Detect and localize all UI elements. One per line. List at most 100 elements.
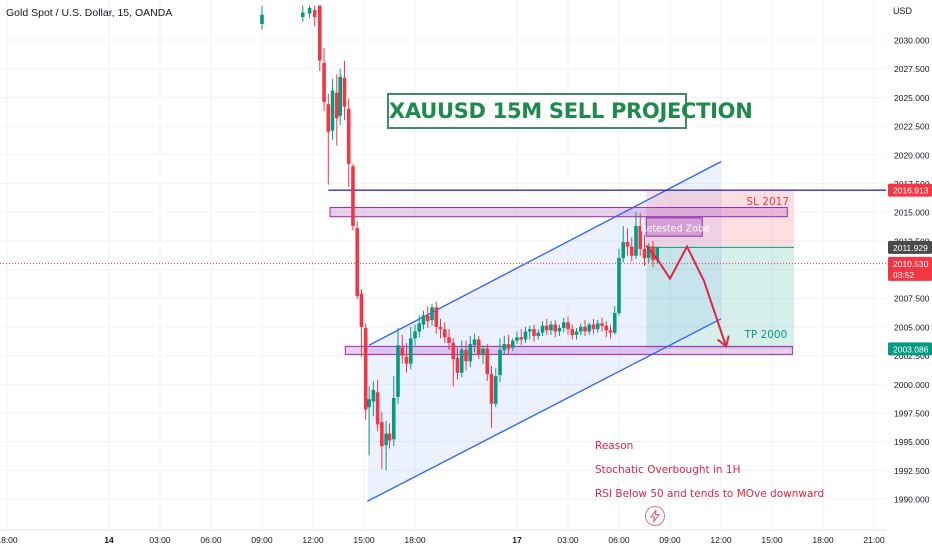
time-tick-label: 21:00 <box>863 535 885 545</box>
candle-body <box>384 433 388 446</box>
candle-body <box>301 12 305 18</box>
candle-body <box>346 108 351 164</box>
candle-body <box>612 313 617 333</box>
candle-body <box>519 337 524 340</box>
candle-body <box>544 325 549 331</box>
candle-body <box>421 315 426 325</box>
candle-body <box>574 331 579 335</box>
retested-zone-box <box>645 217 703 237</box>
candle-body <box>502 344 507 350</box>
candle-body <box>625 241 630 247</box>
sl-label: SL 2017 <box>746 196 789 208</box>
time-tick-label: 12:00 <box>302 535 324 545</box>
candle-body <box>510 340 515 348</box>
candle-body <box>506 344 511 349</box>
time-axis[interactable]: 18:00 14 03:00 06:00 09:00 12:00 15:00 18:00 17 0… <box>0 529 886 545</box>
candle-body <box>604 325 609 331</box>
candle-body <box>400 347 405 356</box>
price-badge-label: 2003.086 <box>893 344 929 354</box>
projection-polyline <box>645 244 728 347</box>
bolt-glyph <box>650 510 660 522</box>
candle-body <box>375 392 380 425</box>
price-badge <box>888 256 932 281</box>
price-tick-label: 2020.000 <box>894 150 930 160</box>
time-tick-label: 15:00 <box>353 535 375 545</box>
candle-body <box>561 322 566 329</box>
candle-body <box>578 326 583 332</box>
candle-body <box>617 258 621 314</box>
candle-body <box>326 104 331 132</box>
candle-body <box>438 326 443 330</box>
candle-body <box>447 337 451 343</box>
price-badge <box>888 183 932 197</box>
time-tick-label: 12:00 <box>710 535 732 545</box>
candle-body <box>417 323 422 332</box>
price-tick-label: 1995.000 <box>894 437 930 447</box>
candle-body <box>367 399 371 408</box>
candle-body <box>608 330 613 333</box>
candle-body <box>515 337 519 341</box>
reason-line-2: RSI Below 50 and tends to MOve downward <box>595 488 825 500</box>
candle-body <box>629 246 634 256</box>
price-badge-label: 2016.913 <box>893 186 929 196</box>
time-tick-label: 06:00 <box>200 535 222 545</box>
time-tick-label: 09:00 <box>659 535 681 545</box>
zone-rect <box>344 345 793 355</box>
candle-body <box>330 90 335 131</box>
symbol-title: Gold Spot / U.S. Dollar, 15, OANDA <box>6 7 173 19</box>
candle-body <box>391 398 396 440</box>
candle-body <box>489 373 494 404</box>
candle-body <box>642 248 647 259</box>
candle-body <box>570 329 575 335</box>
candle-body <box>260 14 264 24</box>
candle-body <box>634 225 638 256</box>
candle-body <box>442 329 447 338</box>
price-badge <box>888 342 932 356</box>
time-tick-label: 09:00 <box>251 535 273 545</box>
projection-title: XAUUSD 15M SELL PROJECTION <box>387 93 753 129</box>
candle-body <box>600 323 604 326</box>
candle-body <box>318 5 322 61</box>
candle-body <box>566 322 570 330</box>
price-tick-label: 1990.000 <box>894 495 930 505</box>
time-tick-label: 15:00 <box>761 535 783 545</box>
candle-body <box>595 323 600 330</box>
candle-body <box>476 339 481 355</box>
price-badge-label: 2011.929 <box>893 243 928 253</box>
candle-body <box>621 241 626 259</box>
candle-body <box>472 339 477 346</box>
stop-loss-zone <box>646 190 795 248</box>
candle-body <box>498 349 502 376</box>
price-tick-label: 1997.500 <box>894 408 930 418</box>
candle-body <box>523 331 528 340</box>
candle-body <box>459 349 464 373</box>
lightning-bolt-icon[interactable] <box>645 506 665 526</box>
price-axis[interactable]: USD 1990.000 1992.500 1995.000 1997.500 2000.… <box>886 0 932 550</box>
candle-body <box>527 329 532 332</box>
price-tick-label: 2022.500 <box>894 122 930 132</box>
time-tick-label: 18:00 <box>812 535 834 545</box>
candle-body <box>655 247 660 261</box>
candle-body <box>387 433 392 441</box>
candle-body <box>536 332 541 337</box>
candle-body <box>557 328 562 332</box>
candle-body <box>408 338 413 364</box>
candle-body <box>451 342 456 360</box>
take-profit-zone <box>646 247 795 349</box>
candle-body <box>493 376 498 404</box>
candle-body <box>587 324 592 332</box>
projection-arrowhead <box>716 335 730 349</box>
price-tick-label: 2030.000 <box>894 36 930 46</box>
time-tick-label: 18:00 <box>404 535 426 545</box>
time-tick-label: 18:00 <box>0 535 18 545</box>
candle-body <box>425 315 430 322</box>
time-tick-label: 03:00 <box>149 535 171 545</box>
candle-body <box>322 62 326 102</box>
reason-line-1: Stochatic Overbought in 1H <box>595 464 741 476</box>
candle-body <box>413 331 417 339</box>
time-tick-label: 17 <box>512 535 522 545</box>
candle-body <box>549 324 553 331</box>
candle-body <box>583 326 587 332</box>
candle-body <box>540 325 545 333</box>
